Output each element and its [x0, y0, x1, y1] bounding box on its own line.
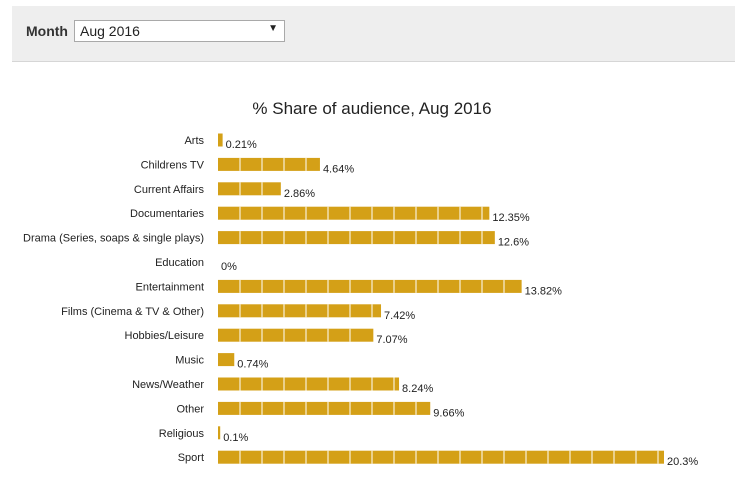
category-label: Music: [175, 355, 204, 367]
bar[interactable]: [218, 328, 374, 342]
category-label: Education: [155, 257, 204, 269]
value-label: 4.64%: [323, 163, 354, 175]
value-label: 2.86%: [284, 188, 315, 200]
month-selected-value: Aug 2016: [80, 23, 140, 39]
value-label: 13.82%: [525, 285, 563, 297]
bar[interactable]: [218, 377, 400, 391]
bar[interactable]: [218, 206, 490, 220]
bar[interactable]: [218, 231, 495, 245]
chart-title: % Share of audience, Aug 2016: [252, 99, 491, 118]
bar-chart: % Share of audience, Aug 2016 Arts 0.21% C…: [23, 99, 698, 468]
value-label: 7.07%: [376, 334, 407, 346]
category-label: Current Affairs: [134, 184, 205, 196]
value-label: 0%: [221, 261, 237, 273]
value-label: 8.24%: [402, 383, 433, 395]
category-label: Sport: [178, 452, 204, 464]
category-label: News/Weather: [132, 379, 204, 391]
bar[interactable]: [218, 182, 281, 196]
value-label: 20.3%: [667, 456, 698, 468]
bar[interactable]: [218, 401, 431, 415]
value-label: 12.6%: [498, 237, 529, 249]
category-label: Arts: [184, 135, 204, 147]
bar[interactable]: [218, 157, 320, 171]
category-label: Entertainment: [136, 281, 204, 293]
value-label: 0.1%: [223, 432, 248, 444]
bar[interactable]: [218, 133, 223, 147]
bar[interactable]: [218, 450, 664, 464]
category-label: Drama (Series, soaps & single plays): [23, 233, 204, 245]
category-label: Hobbies/Leisure: [125, 330, 205, 342]
month-label: Month: [26, 23, 68, 39]
bar[interactable]: [218, 353, 235, 367]
bars-group: Arts 0.21% Childrens TV 4.64% Current Affair…: [23, 133, 698, 468]
category-label: Other: [176, 403, 204, 415]
dropdown-arrow-icon: ▼: [268, 23, 278, 34]
value-label: 7.42%: [384, 310, 415, 322]
category-label: Religious: [159, 428, 205, 440]
category-label: Documentaries: [130, 208, 204, 220]
category-label: Childrens TV: [141, 159, 205, 171]
value-label: 0.21%: [226, 139, 257, 151]
filter-bar: Month Aug 2016 ▼: [12, 6, 735, 62]
month-select[interactable]: Aug 2016 ▼: [74, 20, 285, 42]
bar[interactable]: [218, 426, 221, 440]
bar[interactable]: [218, 304, 382, 318]
value-label: 12.35%: [492, 212, 530, 224]
category-label: Films (Cinema & TV & Other): [61, 306, 204, 318]
value-label: 9.66%: [433, 407, 464, 419]
bar[interactable]: [218, 279, 522, 293]
value-label: 0.74%: [237, 359, 268, 371]
